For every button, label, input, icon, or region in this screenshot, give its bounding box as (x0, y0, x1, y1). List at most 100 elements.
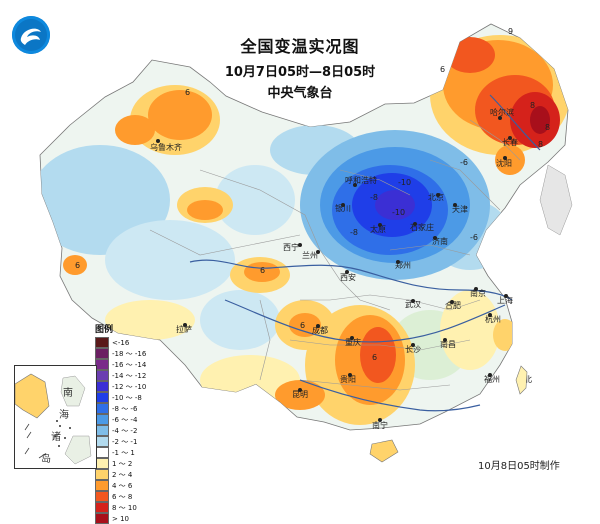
legend-swatch (95, 425, 109, 436)
city-label: 乌鲁木齐 (150, 142, 182, 152)
city-label: 西宁 (283, 242, 299, 252)
legend-row: -16 ～ -14 (95, 359, 155, 370)
city-label: 郑州 (395, 260, 411, 270)
city-label: 南宁 (372, 420, 388, 430)
legend: 图例 <-16 -18 ～ -16 -16 ～ -14 -14 ～ -12 -12 ～ … (95, 322, 155, 524)
city-label: 北京 (428, 192, 444, 202)
south-china-sea-inset: 南 海 诸 岛 (14, 365, 97, 469)
legend-row: 2 ～ 4 (95, 469, 155, 480)
legend-label: <-16 (112, 338, 130, 347)
station-value: -6 (470, 233, 478, 242)
city-label: 重庆 (345, 337, 361, 347)
hainan-island (369, 439, 399, 463)
legend-label: 6 ～ 8 (112, 492, 133, 501)
city-labels: 乌鲁木齐 呼和浩特 北京 天津 石家庄 太原 济南 郑州 西宁 兰州 银川 西安… (150, 107, 532, 430)
legend-label: -4 ～ -2 (112, 426, 138, 435)
city-label: 哈尔滨 (490, 107, 514, 117)
city-label: 拉萨 (176, 324, 192, 334)
city-label: 武汉 (405, 299, 421, 309)
station-value: -8 (350, 228, 358, 237)
inset-label: 南 (63, 388, 73, 399)
city-label: 太原 (370, 224, 386, 234)
station-value: 6 (372, 353, 377, 362)
station-value: 6 (300, 321, 305, 330)
legend-swatch (95, 469, 109, 480)
rivers (189, 94, 541, 412)
station-value: 8 (538, 140, 543, 149)
city-label: 石家庄 (410, 222, 434, 232)
station-value: 6 (75, 261, 80, 270)
legend-label: -8 ～ -6 (112, 404, 138, 413)
legend-swatch (95, 513, 109, 524)
legend-swatch (95, 370, 109, 381)
city-label: 贵阳 (340, 374, 356, 384)
legend-row: > 10 (95, 513, 155, 524)
legend-label: > 10 (112, 514, 129, 523)
legend-label: -12 ～ -10 (112, 382, 147, 391)
legend-label: -14 ～ -12 (112, 371, 147, 380)
legend-label: -6 ～ -4 (112, 415, 138, 424)
city-label: 沈阳 (496, 158, 512, 168)
legend-row: 6 ～ 8 (95, 491, 155, 502)
legend-swatch (95, 348, 109, 359)
inset-label: 海 (59, 410, 69, 421)
legend-row: <-16 (95, 337, 155, 348)
station-value: 9 (508, 27, 513, 36)
legend-row: -4 ～ -2 (95, 425, 155, 436)
inset-label: 岛 (41, 454, 51, 465)
city-label: 南京 (470, 288, 486, 298)
title-block: 全国变温实况图 10月7日05时—8日05时 中央气象台 (0, 33, 600, 101)
taiwan-island (515, 365, 528, 395)
legend-label: -18 ～ -16 (112, 349, 147, 358)
station-value: 6 (185, 88, 190, 97)
inset-map (14, 373, 92, 465)
legend-label: 1 ～ 2 (112, 459, 133, 468)
legend-row: -8 ～ -6 (95, 403, 155, 414)
city-label: 银川 (335, 203, 351, 213)
korea-peninsula (539, 164, 573, 236)
legend-row: -10 ～ -8 (95, 392, 155, 403)
city-label: 杭州 (485, 314, 501, 324)
legend-swatch (95, 337, 109, 348)
city-label: 兰州 (302, 250, 318, 260)
city-label: 成都 (312, 325, 328, 335)
city-label: 天津 (452, 204, 468, 214)
city-label: 上海 (497, 295, 513, 305)
city-label: 昆明 (292, 390, 308, 399)
production-time: 10月8日05时制作 (478, 461, 560, 472)
inset-label: 诸 (51, 432, 61, 443)
legend-row: -18 ～ -16 (95, 348, 155, 359)
station-value: 6 (260, 266, 265, 275)
legend-label: -1 ～ 1 (112, 448, 135, 457)
station-value: -10 (398, 178, 411, 187)
city-label: 福州 (484, 375, 500, 384)
map-title: 全国变温实况图 (240, 37, 360, 56)
legend-swatch (95, 447, 109, 458)
legend-label: 8 ～ 10 (112, 503, 137, 512)
city-label: 南昌 (440, 339, 456, 349)
city-label: 长沙 (405, 344, 421, 354)
legend-row: -14 ～ -12 (95, 370, 155, 381)
legend-label: -16 ～ -14 (112, 360, 147, 369)
legend-swatch (95, 414, 109, 425)
china-temperature-map: 乌鲁木齐 呼和浩特 北京 天津 石家庄 太原 济南 郑州 西宁 兰州 银川 西安… (39, 23, 573, 463)
city-label: 西安 (340, 272, 356, 282)
city-label: 呼和浩特 (345, 175, 377, 185)
station-value: -8 (370, 193, 378, 202)
station-value: 8 (545, 123, 550, 132)
station-value: 8 (530, 101, 535, 110)
legend-swatch (95, 403, 109, 414)
station-value: -10 (392, 208, 405, 217)
city-dots (156, 116, 526, 422)
legend-swatch (95, 502, 109, 513)
legend-rows: <-16 -18 ～ -16 -16 ～ -14 -14 ～ -12 -12 ～ -10… (95, 337, 155, 524)
legend-swatch (95, 436, 109, 447)
legend-row: -6 ～ -4 (95, 414, 155, 425)
legend-row: 1 ～ 2 (95, 458, 155, 469)
city-label: 济南 (432, 236, 448, 246)
legend-swatch (95, 491, 109, 502)
station-values: 6 9 8 8 6 -6 -8 -10 -10 -8 6 6 -6 8 6 6 (75, 27, 550, 362)
legend-swatch (95, 458, 109, 469)
legend-label: -2 ～ -1 (112, 437, 138, 446)
legend-title: 图例 (95, 325, 114, 335)
